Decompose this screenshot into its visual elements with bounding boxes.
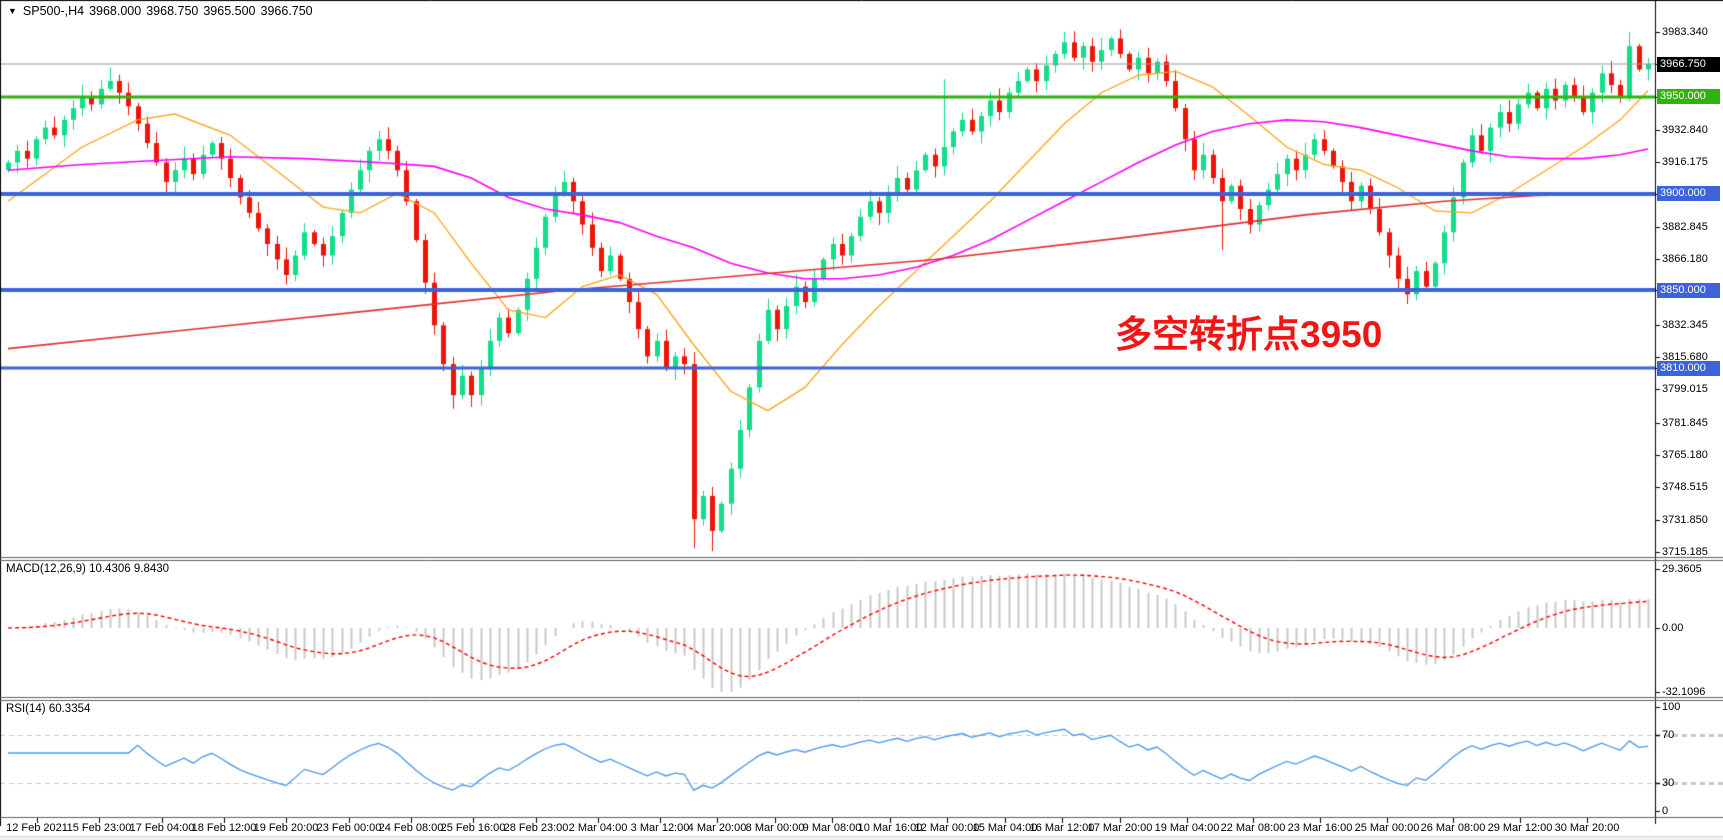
rsi-indicator-label: RSI(14) 60.3354: [6, 703, 91, 715]
time-axis-label: 15 Mar 04:00: [972, 822, 1038, 834]
ohlc-low: 3965.500: [203, 4, 256, 18]
price-axis-label: 3932.840: [1662, 123, 1708, 136]
price-tag: 3966.750: [1657, 56, 1720, 72]
chart-annotation-text[interactable]: 多空转折点3950: [1115, 314, 1383, 355]
time-axis-label: 23 Feb 00:00: [316, 822, 382, 834]
price-tag: 3900.000: [1657, 186, 1720, 202]
macd-axis-label: 29.3605: [1662, 563, 1702, 576]
time-axis-label: 26 Mar 08:00: [1420, 822, 1486, 834]
price-axis-label: 3748.515: [1662, 481, 1708, 494]
time-axis-label: 22 Mar 08:00: [1220, 822, 1286, 834]
time-axis-label: 9 Mar 08:00: [802, 822, 862, 834]
macd-axis-label: -32.1096: [1662, 686, 1706, 698]
price-axis-label: 3983.340: [1662, 25, 1708, 38]
rsi-axis-label: 0: [1662, 805, 1669, 817]
price-axis-label: 3866.180: [1662, 253, 1708, 266]
rsi-axis-label: 100: [1662, 701, 1681, 713]
time-axis-label: 25 Mar 00:00: [1354, 822, 1420, 834]
symbol-dropdown-icon[interactable]: ▼: [8, 6, 17, 16]
symbol-title: SP500-,H4: [22, 4, 85, 18]
macd-axis-label: 0.00: [1662, 622, 1684, 634]
time-axis-label: 12 Mar 00:00: [914, 822, 980, 834]
time-axis-label: 15 Feb 23:00: [66, 822, 132, 834]
time-axis-label: 25 Feb 16:00: [440, 822, 506, 834]
price-axis-label: 3781.845: [1662, 416, 1708, 429]
time-axis-label: 18 Feb 12:00: [191, 822, 257, 834]
price-tag: 3810.000: [1657, 360, 1720, 376]
time-axis-label: 23 Mar 16:00: [1287, 822, 1353, 834]
time-axis-label: 28 Feb 23:00: [503, 822, 569, 834]
time-axis-label: 2 Mar 04:00: [568, 822, 628, 834]
price-tag: 3850.000: [1657, 282, 1720, 298]
time-axis-label: 19 Mar 04:00: [1154, 822, 1220, 834]
price-axis-label: 3882.845: [1662, 220, 1708, 233]
time-axis-label: 30 Mar 20:00: [1554, 822, 1620, 834]
price-axis-label: 3916.175: [1662, 156, 1708, 169]
rsi-axis-label: 70: [1662, 729, 1675, 741]
time-axis-label: 4 Mar 20:00: [687, 822, 747, 834]
time-axis-label: 19 Feb 20:00: [253, 822, 319, 834]
time-axis-label: 8 Mar 00:00: [745, 822, 805, 834]
price-axis-label: 3765.180: [1662, 448, 1708, 461]
time-axis-label: 10 Mar 16:00: [857, 822, 923, 834]
time-axis-label: 17 Feb 04:00: [129, 822, 195, 834]
ohlc-close: 3966.750: [260, 4, 313, 18]
time-axis-label: 24 Feb 08:00: [378, 822, 444, 834]
time-axis-label: 17 Mar 20:00: [1087, 822, 1153, 834]
time-axis-label: 12 Feb 2021: [6, 822, 68, 834]
price-axis-label: 3799.015: [1662, 383, 1708, 396]
price-tag: 3950.000: [1657, 89, 1720, 105]
price-axis-label: 3715.185: [1662, 545, 1708, 558]
macd-indicator-label: MACD(12,26,9) 10.4306 9.8430: [6, 563, 170, 575]
rsi-axis-label: 30: [1662, 777, 1675, 789]
price-axis-label: 3731.850: [1662, 513, 1708, 526]
ohlc-high: 3968.750: [146, 4, 199, 18]
symbol-info-bar: ▼ SP500-,H4 3968.000 3968.750 3965.500 3966.7…: [8, 4, 318, 18]
time-axis-label: 29 Mar 12:00: [1487, 822, 1553, 834]
price-axis-label: 3832.345: [1662, 318, 1708, 331]
ohlc-open: 3968.000: [89, 4, 142, 18]
time-axis-label: 16 Mar 12:00: [1029, 822, 1095, 834]
price-axis-label: 3815.680: [1662, 350, 1708, 363]
time-axis-label: 3 Mar 12:00: [630, 822, 690, 834]
